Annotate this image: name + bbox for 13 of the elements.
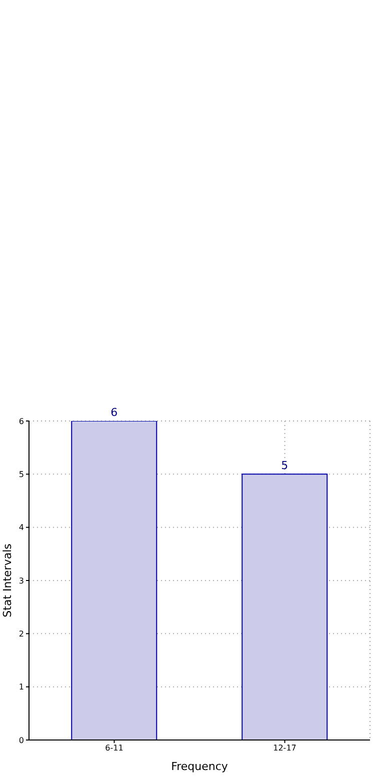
y-tick-label: 5 (18, 470, 24, 480)
y-tick-label: 2 (18, 630, 24, 639)
y-tick-label: 3 (18, 576, 24, 586)
y-tick-label: 4 (18, 523, 24, 532)
y-axis-title: Stat Intervals (0, 543, 14, 618)
y-tick-label: 0 (18, 736, 24, 745)
data-label: 6 (110, 406, 118, 419)
x-tick-label: 6-11 (105, 744, 124, 753)
y-tick-label: 6 (18, 416, 24, 426)
y-tick-label: 1 (18, 682, 24, 692)
x-tick-label: 12-17 (273, 744, 296, 753)
data-label: 5 (281, 459, 288, 472)
x-axis-title: Frequency (171, 760, 228, 773)
